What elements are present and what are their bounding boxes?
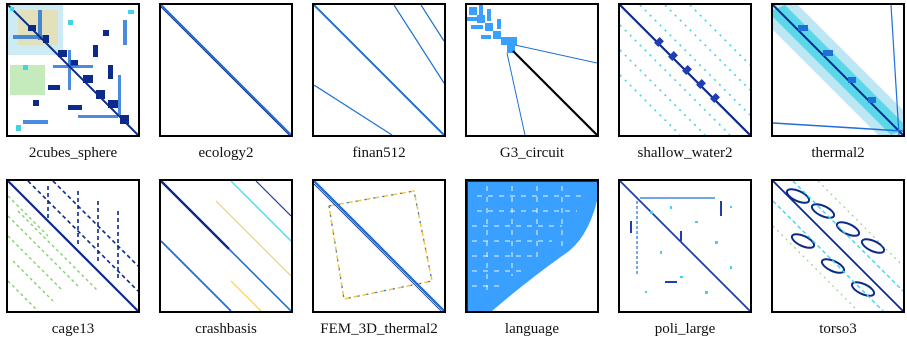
sparsity-plot-poli-large [618,179,752,313]
matrix-label: torso3 [819,321,857,337]
matrix-label: thermal2 [811,145,865,161]
sparsity-plot-g3-circuit [465,3,599,137]
sparsity-plot-cage13 [6,179,140,313]
matrix-cell-shallow-water2: shallow_water2 [618,3,752,162]
sparsity-plot-thermal2 [771,3,905,137]
sparsity-pattern-grid: 2cubes_sphere ecology2 finan512 [6,3,905,343]
sparsity-plot-language [465,179,599,313]
matrix-label: finan512 [352,145,406,161]
sparsity-plot-shallow-water2 [618,3,752,137]
sparsity-svg-ecology2 [161,5,291,135]
sparsity-svg-crashbasis [161,181,291,311]
sparsity-svg-cage13 [8,181,138,311]
sparsity-svg-shallow-water2 [620,5,750,135]
matrix-cell-thermal2: thermal2 [771,3,905,162]
matrix-label: G3_circuit [499,145,565,161]
sparsity-plot-2cubes-sphere [6,3,140,137]
matrix-label: language [504,321,560,337]
matrix-cell-crashbasis: crashbasis [159,179,293,338]
sparsity-plot-crashbasis [159,179,293,313]
matrix-cell-torso3: torso3 [771,179,905,338]
matrix-cell-g3-circuit: G3_circuit [465,3,599,162]
matrix-cell-finan512: finan512 [312,3,446,162]
sparsity-svg-2cubes-sphere [8,5,138,135]
matrix-label: shallow_water2 [637,145,733,161]
sparsity-svg-language [467,181,597,311]
sparsity-plot-ecology2 [159,3,293,137]
matrix-label: poli_large [654,321,716,337]
sparsity-svg-poli-large [620,181,750,311]
sparsity-plot-torso3 [771,179,905,313]
matrix-label: 2cubes_sphere [28,145,118,161]
sparsity-svg-fem-3d-thermal2 [314,181,444,311]
matrix-cell-poli-large: poli_large [618,179,752,338]
sparsity-plot-fem-3d-thermal2 [312,179,446,313]
sparsity-plot-finan512 [312,3,446,137]
matrix-label: FEM_3D_thermal2 [320,321,438,337]
matrix-label: cage13 [51,321,95,337]
matrix-cell-ecology2: ecology2 [159,3,293,162]
matrix-cell-language: language [465,179,599,338]
sparsity-svg-torso3 [773,181,903,311]
matrix-cell-2cubes-sphere: 2cubes_sphere [6,3,140,162]
matrix-cell-fem-3d-thermal2: FEM_3D_thermal2 [312,179,446,338]
sparsity-svg-thermal2 [773,5,903,135]
sparsity-svg-finan512 [314,5,444,135]
matrix-cell-cage13: cage13 [6,179,140,338]
matrix-label: crashbasis [195,321,257,337]
matrix-label: ecology2 [198,145,254,161]
sparsity-svg-g3-circuit [467,5,597,135]
